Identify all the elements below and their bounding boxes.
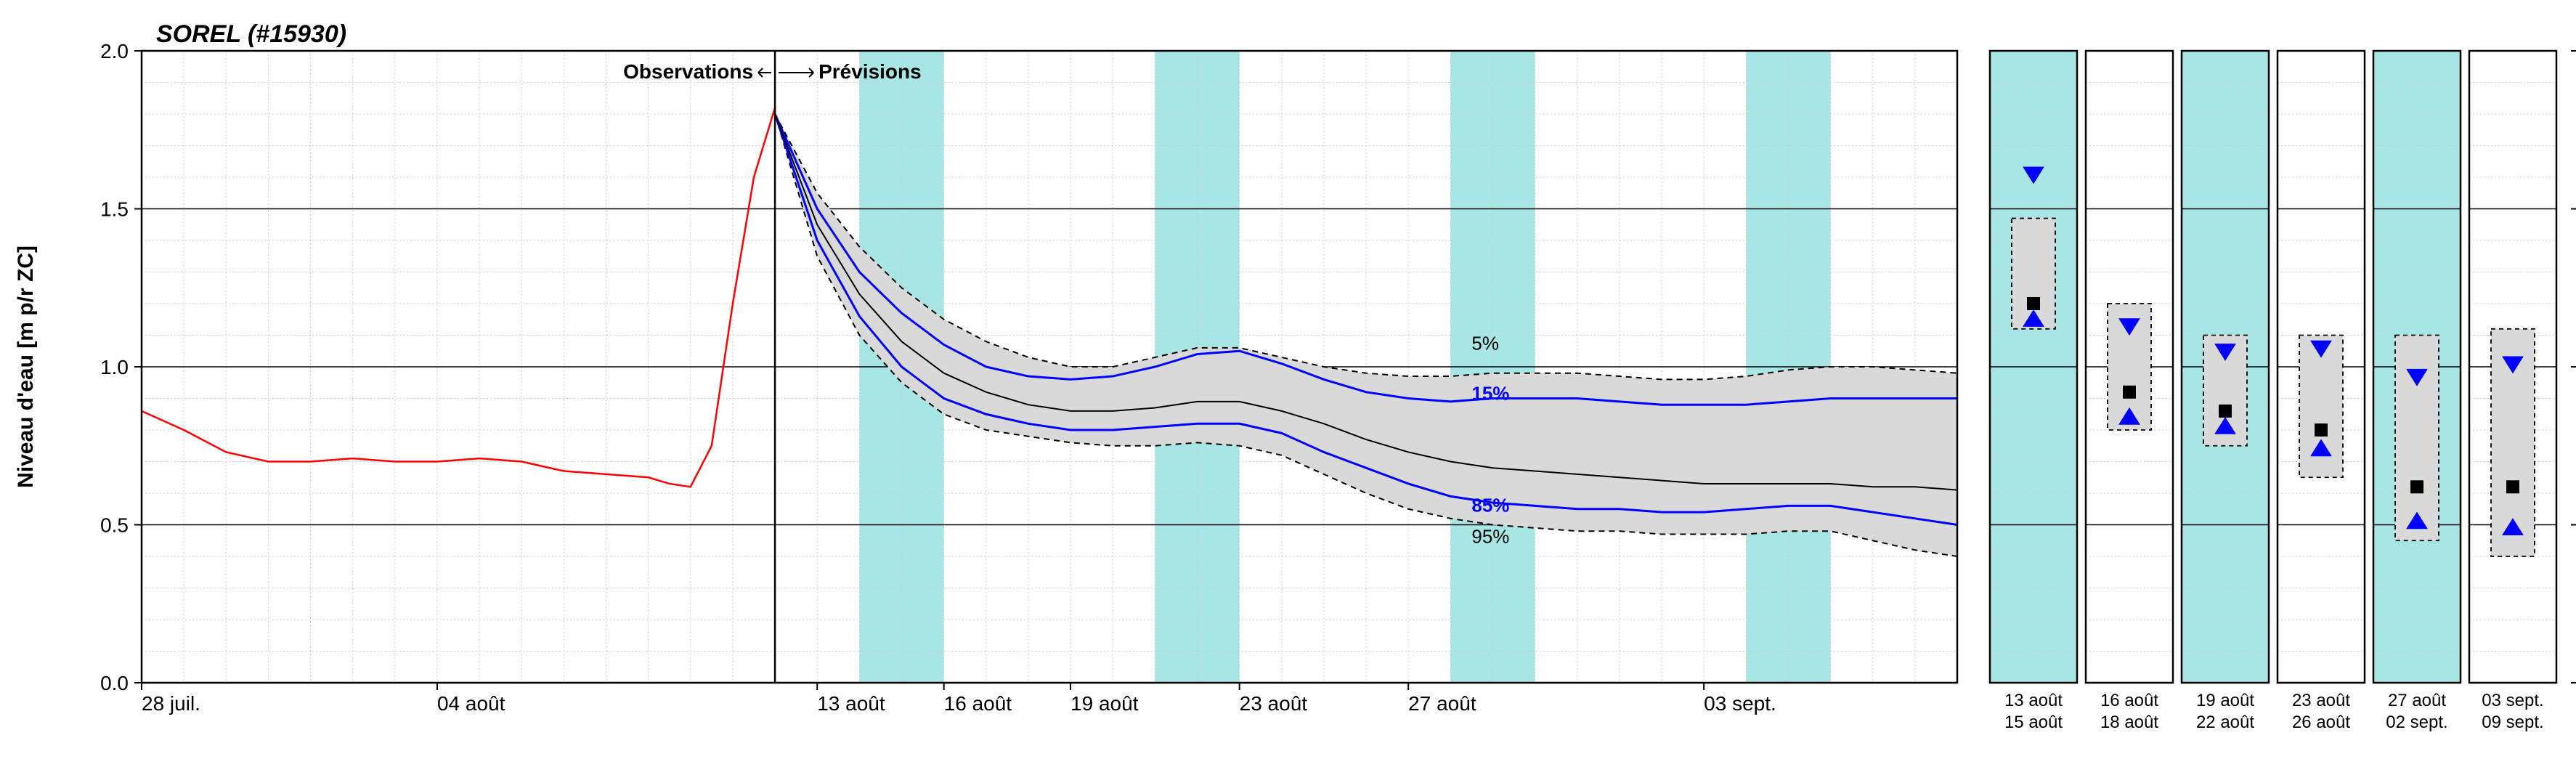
- svg-text:15 août: 15 août: [2004, 713, 2063, 732]
- svg-text:09 sept.: 09 sept.: [2482, 713, 2543, 732]
- svg-text:Prévisions: Prévisions: [818, 60, 922, 83]
- svg-text:0.0: 0.0: [100, 672, 129, 694]
- svg-text:03 sept.: 03 sept.: [1704, 692, 1776, 715]
- svg-text:23 août: 23 août: [1240, 692, 1308, 715]
- svg-text:13 août: 13 août: [2004, 691, 2063, 710]
- svg-text:19 août: 19 août: [2196, 691, 2254, 710]
- hydrograph-chart: SOREL (#15930) 0.0 0.5 1.0 1.5 2.0 28 juil. 04 …: [0, 0, 2576, 775]
- svg-text:26 août: 26 août: [2292, 713, 2350, 732]
- svg-text:95%: 95%: [1471, 526, 1509, 548]
- svg-text:19 août: 19 août: [1070, 692, 1139, 715]
- svg-text:27 août: 27 août: [2388, 691, 2446, 710]
- svg-text:02 sept.: 02 sept.: [2386, 713, 2447, 732]
- svg-text:27 août: 27 août: [1408, 692, 1476, 715]
- svg-text:15%: 15%: [1471, 383, 1509, 405]
- svg-text:SOREL (#15930): SOREL (#15930): [156, 20, 346, 48]
- svg-text:Niveau d'eau [m p/r ZC]: Niveau d'eau [m p/r ZC]: [14, 246, 38, 488]
- svg-text:04 août: 04 août: [437, 692, 505, 715]
- svg-text:18 août: 18 août: [2100, 713, 2158, 732]
- svg-text:13 août: 13 août: [817, 692, 885, 715]
- svg-text:22 août: 22 août: [2196, 713, 2254, 732]
- svg-text:16 août: 16 août: [2100, 691, 2158, 710]
- svg-text:Observations: Observations: [623, 60, 753, 83]
- svg-text:85%: 85%: [1471, 494, 1509, 516]
- svg-text:28 juil.: 28 juil.: [142, 692, 200, 715]
- svg-text:1.0: 1.0: [100, 356, 129, 378]
- svg-text:5%: 5%: [1471, 333, 1499, 354]
- svg-text:1.5: 1.5: [100, 198, 129, 221]
- chart-svg: SOREL (#15930) 0.0 0.5 1.0 1.5 2.0 28 juil. 04 …: [0, 0, 2576, 775]
- svg-text:0.5: 0.5: [100, 514, 129, 537]
- svg-text:23 août: 23 août: [2292, 691, 2350, 710]
- svg-text:16 août: 16 août: [944, 692, 1012, 715]
- svg-text:03 sept.: 03 sept.: [2482, 691, 2543, 710]
- svg-text:2.0: 2.0: [100, 40, 129, 62]
